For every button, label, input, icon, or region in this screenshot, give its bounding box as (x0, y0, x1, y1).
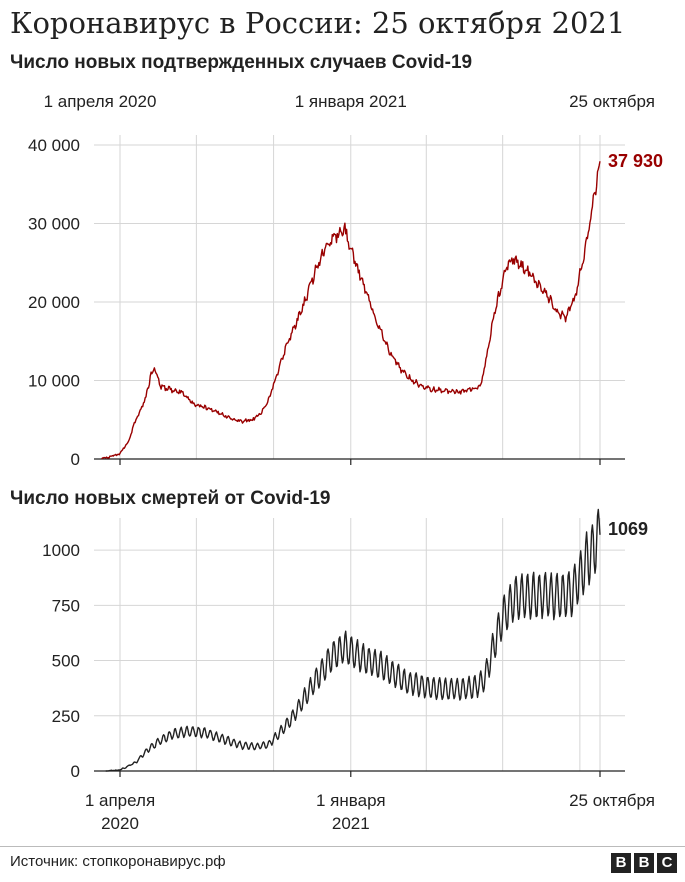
x-tick-label: 1 апреля (85, 791, 155, 810)
y-tick-label: 20 000 (28, 293, 80, 312)
x-tick-label: 1 января (316, 791, 386, 810)
y-tick-label: 750 (52, 596, 80, 615)
page-title: Коронавирус в России: 25 октября 2021 (10, 6, 626, 40)
footer-divider (0, 846, 685, 847)
bbc-logo-letter-2: C (657, 853, 677, 873)
x-tick-label-year: 2020 (101, 814, 139, 833)
bbc-logo-letter-1: B (634, 853, 654, 873)
x-tick-label-year: 2021 (332, 814, 370, 833)
y-tick-label: 10 000 (28, 372, 80, 391)
deaths-chart-title: Число новых смертей от Covid-19 (10, 488, 331, 509)
x-tick-label: 25 октября (569, 92, 655, 111)
cases-chart: 0 10 000 20 000 30 000 40 000 1 апреля 2020 1 … (28, 92, 663, 469)
source-note: Источник: стопкоронавирус.рф (10, 853, 226, 870)
series-line (105, 508, 601, 772)
y-tick-label: 1000 (42, 541, 80, 560)
x-tick-label: 1 апреля 2020 (44, 92, 157, 111)
y-tick-label: 0 (71, 450, 80, 469)
y-tick-label: 30 000 (28, 215, 80, 234)
y-tick-label: 250 (52, 707, 80, 726)
x-tick-label: 25 октября (569, 791, 655, 810)
y-tick-label: 40 000 (28, 136, 80, 155)
last-value-label: 1069 (608, 519, 648, 539)
y-tick-label: 500 (52, 652, 80, 671)
bbc-logo-letter-0: B (611, 853, 631, 873)
x-tick-label: 1 января 2021 (295, 92, 407, 111)
y-tick-label: 0 (71, 762, 80, 781)
series-line (101, 161, 601, 460)
deaths-chart: 0 250 500 750 1000 1 апреля 2020 1 января 2021 25… (42, 508, 655, 833)
cases-chart-title: Число новых подтвержденных случаев Covid… (10, 52, 473, 73)
charts-canvas: 0 10 000 20 000 30 000 40 000 1 апреля 2020 1 … (28, 92, 663, 833)
last-value-label: 37 930 (608, 151, 663, 171)
